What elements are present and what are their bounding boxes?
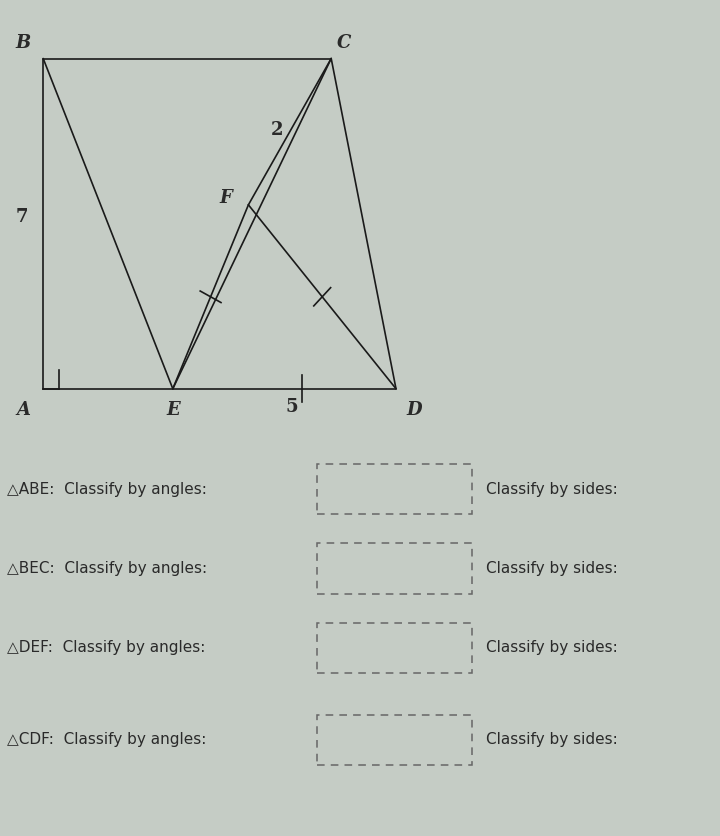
Text: Classify by sides:: Classify by sides: (486, 561, 618, 576)
Text: △DEF:  Classify by angles:: △DEF: Classify by angles: (7, 640, 206, 655)
Text: E: E (166, 400, 180, 419)
Text: △BEC:  Classify by angles:: △BEC: Classify by angles: (7, 561, 207, 576)
Text: 5: 5 (285, 398, 298, 416)
Text: D: D (406, 400, 422, 419)
Text: △CDF:  Classify by angles:: △CDF: Classify by angles: (7, 732, 207, 747)
Text: A: A (16, 400, 30, 419)
Text: 7: 7 (15, 208, 28, 227)
Text: Classify by sides:: Classify by sides: (486, 732, 618, 747)
Bar (317, 623, 472, 673)
Text: Classify by sides:: Classify by sides: (486, 482, 618, 497)
Text: B: B (15, 34, 31, 53)
Text: Classify by sides:: Classify by sides: (486, 640, 618, 655)
Text: F: F (219, 189, 232, 207)
Text: C: C (337, 34, 351, 53)
Bar (317, 543, 472, 594)
Text: △ABE:  Classify by angles:: △ABE: Classify by angles: (7, 482, 207, 497)
Bar (317, 464, 472, 514)
Bar (317, 715, 472, 765)
Text: 2: 2 (271, 120, 284, 139)
